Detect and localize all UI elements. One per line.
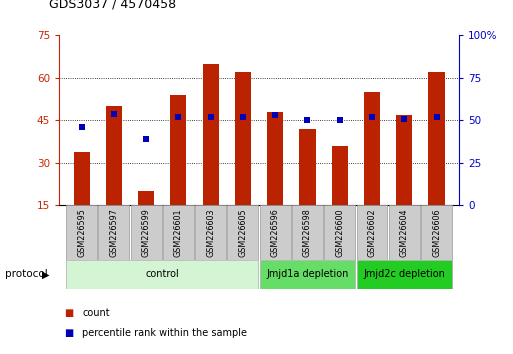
Bar [332, 146, 348, 205]
Text: Jmjd2c depletion: Jmjd2c depletion [363, 269, 445, 279]
Bar [98, 205, 129, 260]
Point [400, 116, 408, 121]
Bar [131, 205, 162, 260]
Bar [66, 260, 259, 289]
Bar [203, 64, 219, 205]
Bar [66, 205, 97, 260]
Bar [428, 72, 445, 205]
Bar [292, 205, 323, 260]
Bar [235, 72, 251, 205]
Bar [357, 205, 387, 260]
Point [239, 114, 247, 120]
Bar [106, 106, 122, 205]
Point [432, 114, 441, 120]
Bar [364, 92, 380, 205]
Text: GDS3037 / 4570458: GDS3037 / 4570458 [49, 0, 176, 11]
Point [110, 111, 118, 116]
Bar [421, 205, 452, 260]
Point [303, 118, 311, 123]
Text: ▶: ▶ [43, 269, 50, 279]
Text: GSM226595: GSM226595 [77, 208, 86, 257]
Text: GSM226598: GSM226598 [303, 209, 312, 257]
Text: percentile rank within the sample: percentile rank within the sample [82, 328, 247, 338]
Text: GSM226606: GSM226606 [432, 209, 441, 257]
Bar [389, 205, 420, 260]
Text: count: count [82, 308, 110, 318]
Text: GSM226601: GSM226601 [174, 209, 183, 257]
Text: GSM226599: GSM226599 [142, 208, 151, 257]
Bar [195, 205, 226, 260]
Bar [138, 191, 154, 205]
Bar [396, 115, 412, 205]
Point [174, 114, 183, 120]
Bar [170, 95, 186, 205]
Bar [260, 260, 355, 289]
Text: GSM226596: GSM226596 [271, 209, 280, 257]
Bar [73, 152, 90, 205]
Bar [260, 205, 291, 260]
Point [368, 114, 376, 120]
Text: GSM226602: GSM226602 [367, 209, 377, 257]
Text: GSM226597: GSM226597 [109, 208, 119, 257]
Text: control: control [145, 269, 179, 279]
Point [142, 136, 150, 142]
Point [77, 124, 86, 130]
Bar [163, 205, 194, 260]
Text: ■: ■ [64, 308, 73, 318]
Point [336, 118, 344, 123]
Text: ■: ■ [64, 328, 73, 338]
Text: GSM226603: GSM226603 [206, 209, 215, 257]
Bar [357, 260, 452, 289]
Text: GSM226605: GSM226605 [239, 209, 247, 257]
Text: GSM226600: GSM226600 [335, 209, 344, 257]
Bar [324, 205, 355, 260]
Point [271, 113, 279, 118]
Bar [300, 129, 315, 205]
Text: GSM226604: GSM226604 [400, 209, 409, 257]
Bar [267, 112, 283, 205]
Bar [227, 205, 259, 260]
Text: Jmjd1a depletion: Jmjd1a depletion [266, 269, 349, 279]
Point [207, 114, 215, 120]
Text: protocol: protocol [5, 269, 48, 279]
